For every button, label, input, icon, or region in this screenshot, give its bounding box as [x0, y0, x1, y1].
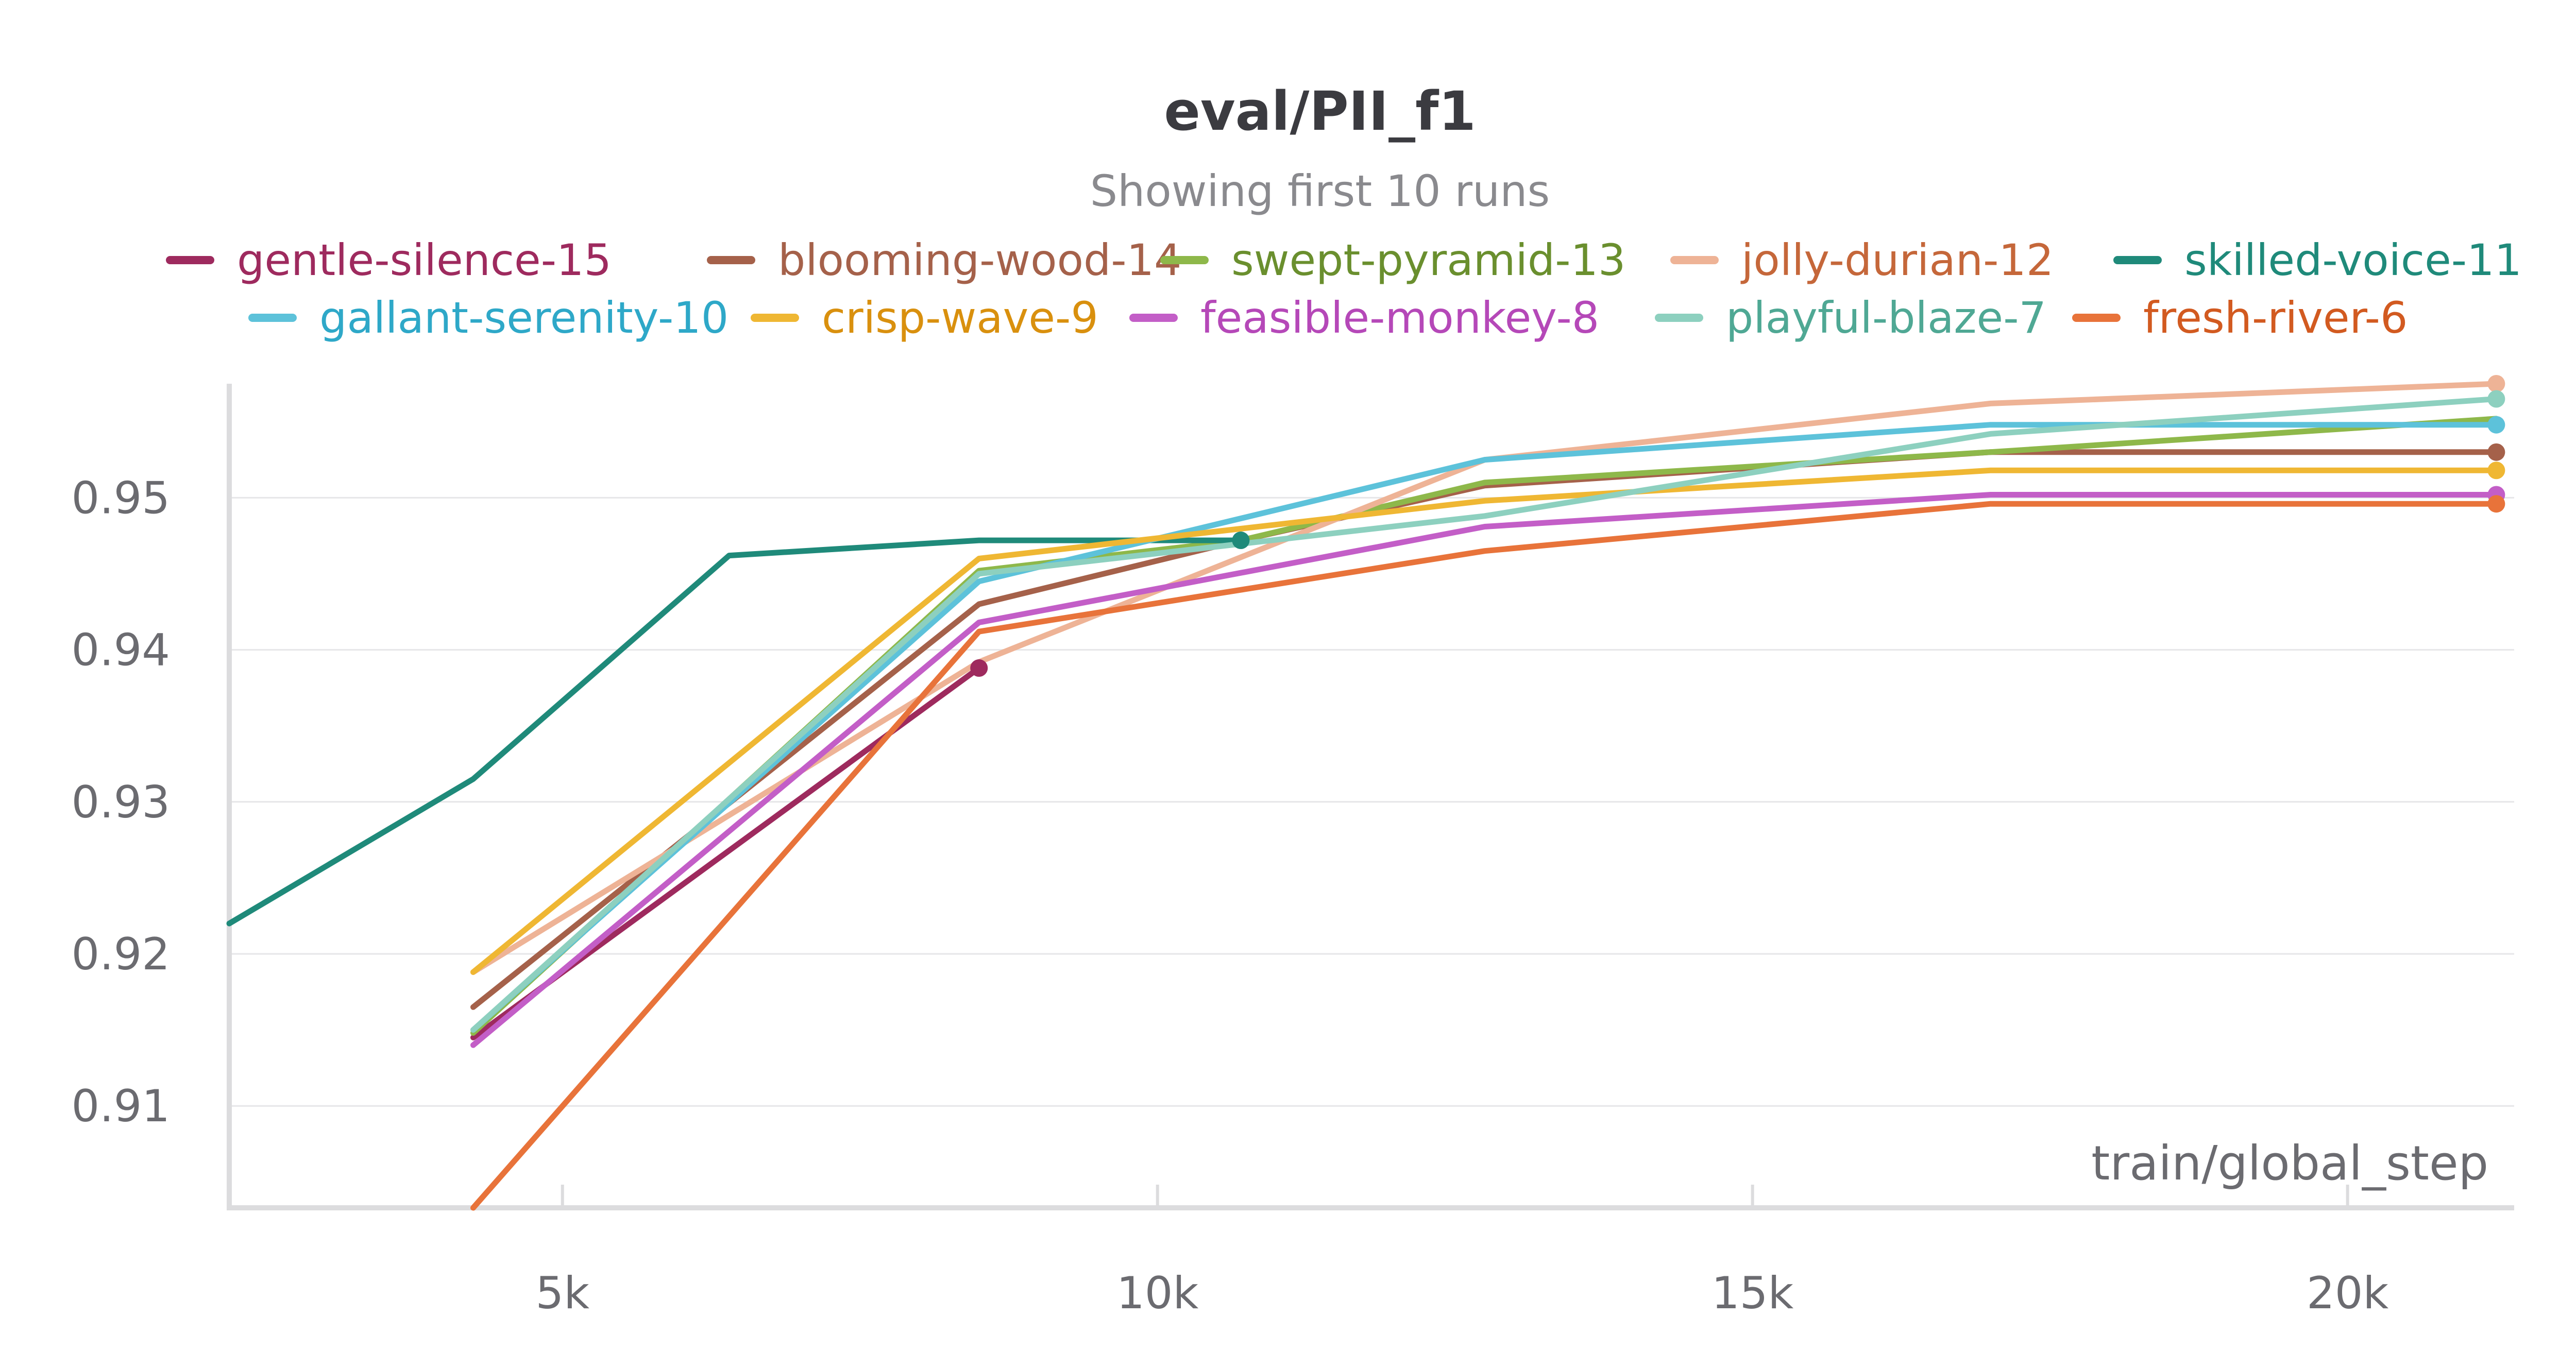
legend-label-gallant-serenity-10: gallant-serenity-10 [319, 293, 728, 343]
end-marker-gallant-serenity-10 [2487, 416, 2505, 434]
legend: gentle-silence-15 blooming-wood-14 swept-p… [166, 235, 2522, 343]
legend-label-blooming-wood-14: blooming-wood-14 [778, 235, 1181, 285]
x-axis-label: train/global_step [2091, 1136, 2488, 1191]
y-tick-label: 0.95 [72, 472, 170, 524]
legend-label-skilled-voice-11: skilled-voice-11 [2184, 235, 2522, 285]
axes: 5k 10k 15k 20k [227, 384, 2514, 1319]
x-tick-label: 5k [536, 1268, 590, 1319]
legend-label-feasible-monkey-8: feasible-monkey-8 [1200, 293, 1599, 343]
end-marker-gentle-silence-15 [970, 659, 988, 677]
y-tick-label: 0.93 [72, 777, 170, 828]
gridlines: 0.91 0.92 0.93 0.94 0.95 [72, 472, 2514, 1132]
legend-label-gentle-silence-15: gentle-silence-15 [237, 235, 612, 285]
series-line-feasible-monkey-8 [470, 492, 2499, 1048]
series-line-skilled-voice-11 [226, 537, 1244, 927]
chart-subtitle: Showing first 10 runs [1090, 166, 1550, 216]
series-line-crisp-wave-9 [470, 467, 2499, 975]
x-tick-label: 10k [1116, 1268, 1198, 1319]
series-lines [226, 381, 2499, 1211]
y-tick-label: 0.94 [72, 625, 170, 676]
end-marker-crisp-wave-9 [2487, 461, 2505, 480]
series-line-playful-blaze-7 [470, 396, 2499, 1033]
chart-title: eval/PII_f1 [1164, 80, 1476, 143]
end-marker-jolly-durian-12 [2487, 375, 2505, 392]
end-markers [970, 375, 2505, 677]
end-marker-skilled-voice-11 [1232, 532, 1250, 550]
x-tick-label: 15k [1711, 1268, 1793, 1319]
y-tick-label: 0.92 [72, 929, 170, 980]
end-marker-fresh-river-6 [2487, 495, 2505, 513]
series-line-fresh-river-6 [470, 501, 2499, 1211]
legend-label-crisp-wave-9: crisp-wave-9 [822, 293, 1098, 343]
legend-label-jolly-durian-12: jolly-durian-12 [1740, 235, 2054, 285]
legend-label-swept-pyramid-13: swept-pyramid-13 [1231, 235, 1625, 285]
x-tick-label: 20k [2307, 1268, 2388, 1319]
legend-label-fresh-river-6: fresh-river-6 [2143, 293, 2408, 343]
legend-label-playful-blaze-7: playful-blaze-7 [1726, 293, 2046, 343]
series-line-blooming-wood-14 [470, 449, 2499, 1010]
end-marker-blooming-wood-14 [2487, 443, 2505, 461]
end-marker-playful-blaze-7 [2487, 390, 2505, 408]
y-tick-label: 0.91 [72, 1081, 170, 1132]
